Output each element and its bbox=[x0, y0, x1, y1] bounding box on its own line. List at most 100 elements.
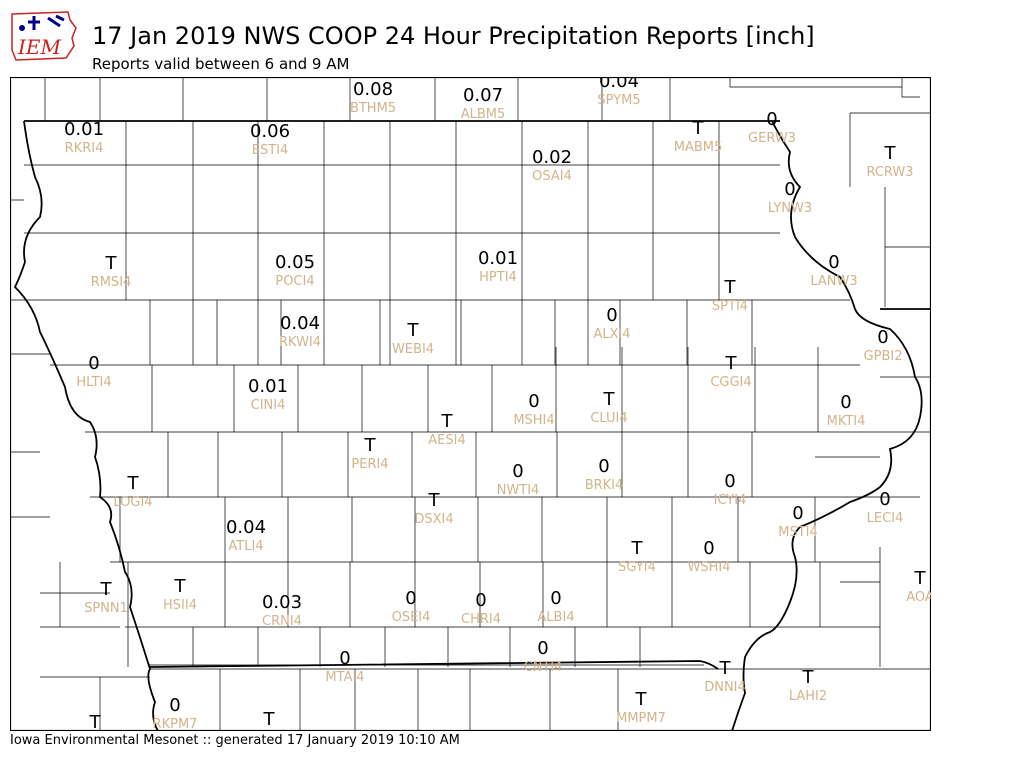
precip-value: T bbox=[263, 709, 276, 730]
precip-value: 0 bbox=[169, 695, 180, 716]
station-id: CHRI4 bbox=[461, 612, 501, 627]
precip-value: 0 bbox=[475, 590, 486, 611]
precip-value: 0 bbox=[512, 461, 523, 482]
precip-value: T bbox=[100, 579, 113, 600]
iowa-state-outline bbox=[11, 11, 77, 61]
station-id: CLUI4 bbox=[590, 411, 627, 426]
precip-value: 0 bbox=[724, 471, 735, 492]
station-id: OSAI4 bbox=[532, 169, 572, 184]
station-id: CRNI4 bbox=[262, 614, 302, 629]
station-id: AESI4 bbox=[428, 433, 465, 448]
station-id: MTAI4 bbox=[325, 670, 364, 685]
precip-value: 0.01 bbox=[478, 248, 518, 269]
station-id: WEBI4 bbox=[392, 342, 434, 357]
precip-value: T bbox=[914, 568, 927, 589]
station-id: HSII4 bbox=[163, 598, 197, 613]
station-dot-icon bbox=[19, 25, 25, 31]
precip-value: 0.07 bbox=[463, 85, 503, 106]
precip-value: T bbox=[692, 118, 705, 139]
station-id: MSTI4 bbox=[778, 525, 818, 540]
precip-value: 0.05 bbox=[275, 252, 315, 273]
station-id: MABM5 bbox=[674, 140, 723, 155]
station-id: MSHI4 bbox=[513, 413, 554, 428]
precip-value: T bbox=[407, 320, 420, 341]
station-id: DSXI4 bbox=[414, 512, 453, 527]
station-id: ESTI4 bbox=[252, 143, 289, 158]
station-id: ICYI4 bbox=[714, 493, 747, 508]
precip-value: T bbox=[89, 712, 102, 731]
station-id: LOGI4 bbox=[113, 495, 152, 510]
station-id: DNNI4 bbox=[704, 680, 746, 695]
precip-value: 0 bbox=[877, 327, 888, 348]
map-frame bbox=[10, 77, 931, 731]
precip-value: 0.06 bbox=[250, 121, 290, 142]
precip-value: T bbox=[884, 143, 897, 164]
precip-value: T bbox=[428, 490, 441, 511]
station-id: ATLI4 bbox=[228, 539, 263, 554]
precip-value: T bbox=[603, 389, 616, 410]
precip-value: 0 bbox=[840, 392, 851, 413]
station-id: WSHI4 bbox=[688, 560, 731, 575]
station-id: POCI4 bbox=[275, 274, 314, 289]
station-id: LYNW3 bbox=[768, 201, 812, 216]
station-id: MMPM7 bbox=[616, 711, 666, 726]
precip-value: 0 bbox=[88, 353, 99, 374]
station-id: ALXI4 bbox=[593, 327, 630, 342]
precip-value: T bbox=[441, 411, 454, 432]
precip-value: 0.01 bbox=[248, 376, 288, 397]
precip-value: T bbox=[631, 538, 644, 559]
county-lines bbox=[10, 77, 931, 731]
precip-value: T bbox=[127, 473, 140, 494]
station-id: SPYM5 bbox=[597, 93, 640, 108]
station-id: PERI4 bbox=[351, 457, 388, 472]
precip-value: 0 bbox=[606, 305, 617, 326]
precip-value: 0.08 bbox=[353, 79, 393, 100]
state-borders bbox=[13, 120, 930, 731]
station-id: RKPM7 bbox=[153, 717, 198, 731]
footer-credit: Iowa Environmental Mesonet :: generated … bbox=[10, 733, 460, 748]
station-id: NWTI4 bbox=[497, 483, 540, 498]
iem-logo: IEM bbox=[11, 11, 77, 61]
weather-station-icon bbox=[28, 14, 65, 30]
station-id: AOA bbox=[906, 590, 931, 605]
station-id: ALBM5 bbox=[461, 107, 506, 122]
station-id: RMSI4 bbox=[91, 275, 132, 290]
precip-value: T bbox=[719, 658, 732, 679]
station-id: RCRW3 bbox=[866, 165, 913, 180]
station-id: CINI4 bbox=[251, 398, 286, 413]
station-id: RKRI4 bbox=[65, 141, 104, 156]
precip-value: 0.02 bbox=[532, 147, 572, 168]
precip-value: 0 bbox=[784, 179, 795, 200]
